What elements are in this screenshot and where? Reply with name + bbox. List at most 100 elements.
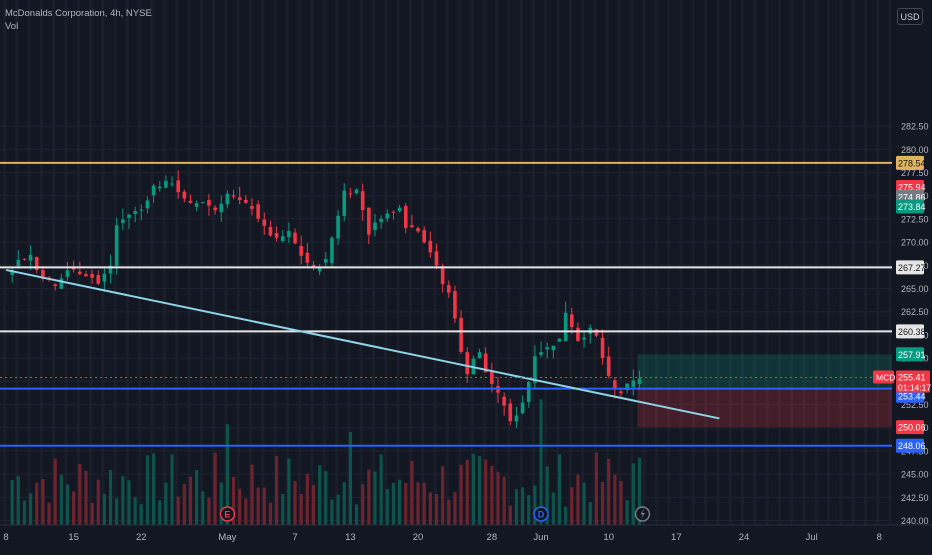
x-tick-label: 8: [877, 532, 882, 543]
volume-bar: [29, 493, 33, 525]
volume-bar: [545, 466, 549, 525]
volume-bar: [102, 494, 106, 525]
volume-bar: [262, 487, 266, 525]
grid-band: [495, 0, 498, 525]
grid-band: [741, 0, 744, 525]
candle-body: [422, 230, 426, 243]
candle-body: [434, 251, 439, 266]
y-tick-label: 282.50: [901, 122, 929, 132]
volume-bar: [59, 474, 63, 525]
position-loss-zone[interactable]: [637, 388, 892, 428]
volume-bar: [256, 487, 260, 525]
trendline[interactable]: [5, 268, 720, 420]
grid-band: [605, 0, 609, 525]
volume-bar: [361, 484, 365, 525]
grid-band: [285, 0, 289, 525]
candle-body: [65, 270, 70, 277]
position-target-tag-text: 257.91: [898, 350, 926, 360]
volume-bar: [188, 476, 193, 525]
volume-bar: [490, 465, 494, 525]
candle-body: [121, 219, 125, 224]
volume-bar: [637, 457, 642, 525]
candle-body: [600, 337, 605, 359]
volume-bar: [533, 485, 537, 525]
currency-button[interactable]: USD: [897, 8, 923, 25]
candle-body: [71, 267, 76, 270]
volume-bar: [631, 463, 635, 525]
level-price-tag: [896, 324, 924, 339]
candle-body: [280, 236, 285, 242]
price-label-tag-text: 274.86: [898, 192, 926, 202]
grid-band: [568, 0, 572, 525]
candle-body: [342, 190, 347, 216]
volume-bar: [127, 480, 131, 525]
volume-bar: [422, 482, 426, 525]
candle-body: [360, 191, 365, 210]
candle-body: [96, 275, 101, 284]
grid-band: [212, 0, 216, 525]
grid-band: [3, 0, 6, 525]
volume-bar: [164, 482, 168, 525]
event-marker[interactable]: [219, 506, 236, 522]
candle-body: [108, 265, 113, 274]
volume-bar: [244, 498, 248, 525]
y-tick-label: 252.50: [901, 400, 929, 410]
volume-bar: [496, 471, 500, 525]
candle-body: [483, 353, 488, 373]
y-tick-label: 272.50: [901, 214, 929, 224]
grid-band: [76, 0, 80, 525]
grid-band: [482, 0, 486, 525]
candle-body: [367, 207, 371, 235]
volume-bar: [90, 502, 94, 525]
volume-bar: [238, 488, 242, 525]
current-price-tag: [896, 370, 930, 393]
event-marker[interactable]: [533, 506, 549, 522]
grid-band: [445, 0, 449, 525]
grid-band: [814, 0, 818, 525]
candle-body: [526, 381, 531, 403]
grid-band: [827, 0, 831, 525]
volume-bar: [121, 476, 125, 525]
candle-body: [10, 269, 14, 275]
grid-band: [408, 0, 412, 525]
x-tick-label: 10: [603, 532, 614, 543]
candle-body: [551, 345, 556, 351]
grid-band: [126, 0, 129, 525]
candle-body: [619, 391, 623, 394]
candle-body: [477, 352, 482, 359]
grid-band: [753, 0, 757, 525]
candle-body: [625, 383, 629, 391]
grid-band: [396, 0, 400, 525]
y-tick-label: 242.50: [901, 493, 929, 503]
candle-body: [262, 219, 267, 226]
volume-bar: [299, 494, 303, 525]
grid-band: [89, 0, 93, 525]
candle-body: [157, 186, 162, 189]
candle-body: [16, 259, 21, 267]
x-tick-label: Jun: [533, 532, 548, 543]
volume-bar: [47, 502, 51, 525]
candle-body: [459, 317, 463, 352]
volume-bar: [588, 502, 592, 525]
volume-bar: [176, 496, 180, 525]
chart-title: McDonalds Corporation, 4h, NYSE: [5, 8, 152, 19]
volume-bar: [139, 504, 143, 525]
grid-band: [519, 0, 523, 525]
grid-band: [470, 0, 474, 525]
candle-body: [348, 193, 353, 195]
candle-body: [330, 237, 334, 264]
position-stop-tag-text: 250.06: [898, 423, 926, 433]
candle-body: [274, 233, 279, 238]
candle-body: [299, 245, 303, 256]
candle-body: [576, 327, 580, 341]
volume-bar: [354, 504, 359, 525]
volume-bar: [564, 506, 568, 525]
grid-band: [162, 0, 166, 525]
volume-bar: [508, 505, 512, 525]
position-profit-zone[interactable]: [637, 354, 892, 389]
x-tick-label: 24: [739, 532, 750, 543]
candle-body: [145, 200, 150, 209]
volume-bar: [145, 455, 150, 525]
